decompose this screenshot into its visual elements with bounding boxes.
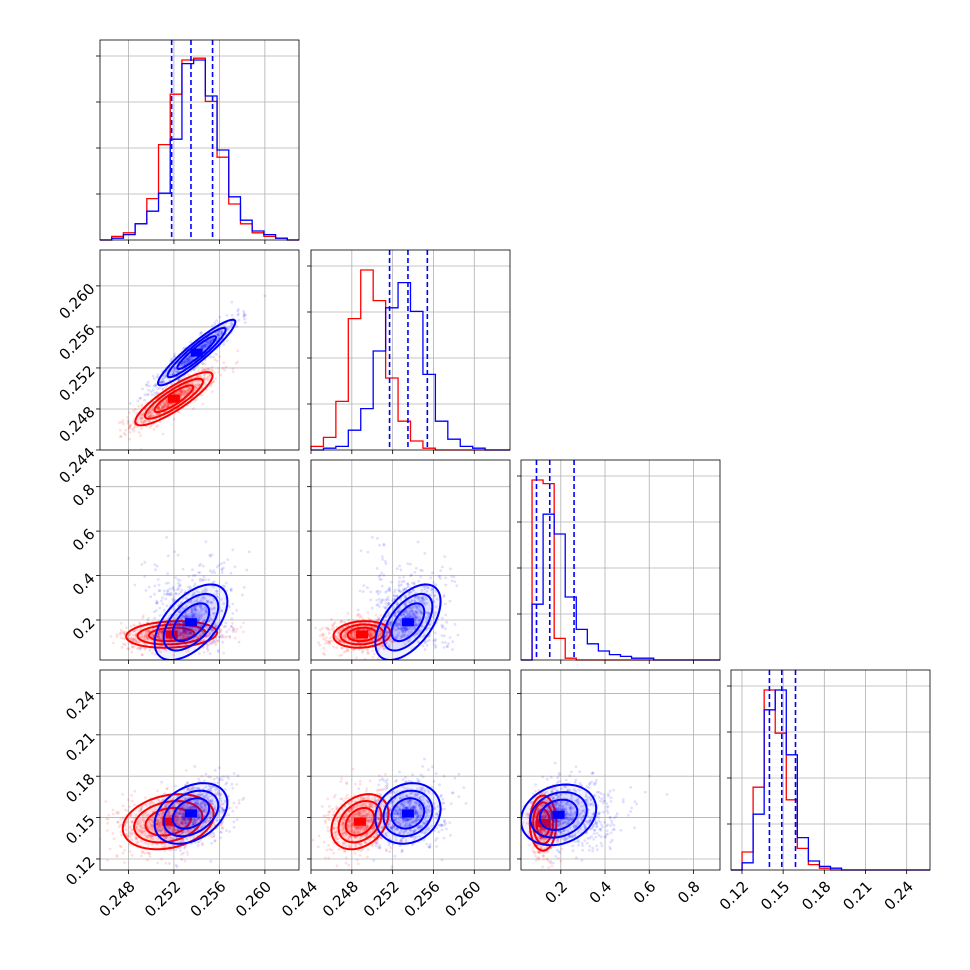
x-tick-label: 0.252 bbox=[141, 878, 184, 921]
density-peak bbox=[356, 630, 369, 639]
density-peak bbox=[165, 630, 178, 639]
y-tick-label: 0.244 bbox=[55, 444, 98, 487]
x-tick-label: 0.244 bbox=[278, 878, 321, 921]
panel-frame bbox=[99, 669, 300, 871]
joint-panel-3-2: 0.2 0.4 0.6 0.8 bbox=[517, 669, 721, 908]
y-tick-label: 0.260 bbox=[55, 280, 98, 323]
x-tick-label: 0.256 bbox=[187, 878, 230, 921]
x-tick-label: 0.24 bbox=[881, 878, 917, 914]
density-peak bbox=[401, 809, 414, 818]
red-contours bbox=[330, 793, 390, 851]
blue-histogram bbox=[311, 281, 510, 451]
blue-contours bbox=[374, 583, 442, 660]
red-contours bbox=[528, 794, 558, 852]
x-tick-label: 0.8 bbox=[674, 878, 704, 908]
grid-lines bbox=[100, 670, 299, 870]
grid-lines bbox=[521, 460, 720, 660]
blue-samples bbox=[350, 535, 460, 660]
blue-histogram bbox=[521, 513, 720, 661]
red-histogram bbox=[521, 479, 720, 661]
density-peak bbox=[537, 819, 550, 828]
x-tick-label: 0.248 bbox=[319, 878, 362, 921]
marginal-panel-1 bbox=[307, 249, 511, 454]
y-tick-label: 0.4 bbox=[69, 569, 99, 599]
blue-contours bbox=[153, 583, 229, 660]
panel-frame bbox=[520, 459, 721, 661]
y-tick-label: 0.21 bbox=[62, 729, 98, 765]
density-peak bbox=[552, 810, 565, 819]
panel-frame bbox=[310, 459, 511, 661]
density-peak bbox=[190, 348, 203, 357]
y-tick-label: 0.18 bbox=[62, 770, 98, 806]
x-tick-label: 0.12 bbox=[716, 878, 752, 914]
red-contours bbox=[134, 371, 214, 427]
x-tick-label: 0.252 bbox=[360, 878, 403, 921]
marginal-panel-3: 0.12 0.15 0.18 0.21 0.24 bbox=[716, 669, 931, 914]
x-tick-label: 0.6 bbox=[630, 878, 660, 908]
density-peak bbox=[167, 394, 180, 403]
x-tick-label: 0.260 bbox=[232, 878, 275, 921]
y-tick-label: 0.248 bbox=[55, 403, 98, 446]
grid-lines bbox=[100, 40, 299, 240]
density-peak bbox=[162, 817, 175, 826]
blue-contours bbox=[153, 782, 229, 845]
x-tick-label: 0.18 bbox=[798, 878, 834, 914]
y-tick-label: 0.15 bbox=[62, 811, 98, 847]
density-peak bbox=[401, 618, 414, 627]
y-tick-label: 0.24 bbox=[62, 687, 98, 723]
joint-panel-2-0: 0.2 0.4 0.6 0.8 bbox=[69, 459, 300, 664]
x-tick-label: 0.248 bbox=[96, 878, 139, 921]
panel-frame bbox=[99, 459, 300, 661]
red-histogram bbox=[731, 689, 930, 871]
panel-frame bbox=[730, 669, 931, 871]
red-contours bbox=[332, 620, 392, 649]
joint-panel-3-0: 0.248 0.252 0.256 0.260 0.12 0.15 0.18 0.21 0.24 bbox=[62, 669, 300, 921]
x-tick-label: 0.256 bbox=[401, 878, 444, 921]
x-tick-label: 0.4 bbox=[586, 878, 616, 908]
x-tick-label: 0.15 bbox=[757, 878, 793, 914]
panel-frame bbox=[310, 249, 511, 451]
blue-histogram bbox=[100, 59, 299, 241]
blue-contours bbox=[521, 783, 598, 847]
x-tick-label: 0.21 bbox=[839, 878, 875, 914]
y-tick-label: 0.6 bbox=[69, 525, 99, 555]
x-tick-label: 0.2 bbox=[541, 878, 571, 908]
y-tick-label: 0.256 bbox=[55, 321, 98, 364]
y-tick-label: 0.8 bbox=[69, 480, 99, 510]
joint-panel-2-1 bbox=[307, 459, 511, 664]
panel-frame bbox=[99, 39, 300, 241]
blue-histogram bbox=[731, 689, 930, 871]
y-tick-label: 0.2 bbox=[69, 614, 99, 644]
panel-frame bbox=[99, 249, 300, 451]
marginal-panel-2 bbox=[517, 459, 721, 664]
density-peak bbox=[353, 817, 366, 826]
x-tick-label: 0.260 bbox=[441, 878, 484, 921]
panel-frame bbox=[520, 669, 721, 871]
blue-contours bbox=[156, 318, 237, 387]
marginal-panel-0 bbox=[96, 39, 300, 244]
grid-lines bbox=[731, 670, 930, 870]
density-peak bbox=[184, 809, 197, 818]
panel-frame bbox=[310, 669, 511, 871]
y-tick-label: 0.12 bbox=[62, 853, 98, 889]
density-peak bbox=[184, 618, 197, 627]
y-tick-label: 0.252 bbox=[55, 362, 98, 405]
red-histogram bbox=[100, 57, 299, 241]
grid-lines bbox=[310, 250, 510, 450]
blue-contours bbox=[374, 782, 442, 845]
